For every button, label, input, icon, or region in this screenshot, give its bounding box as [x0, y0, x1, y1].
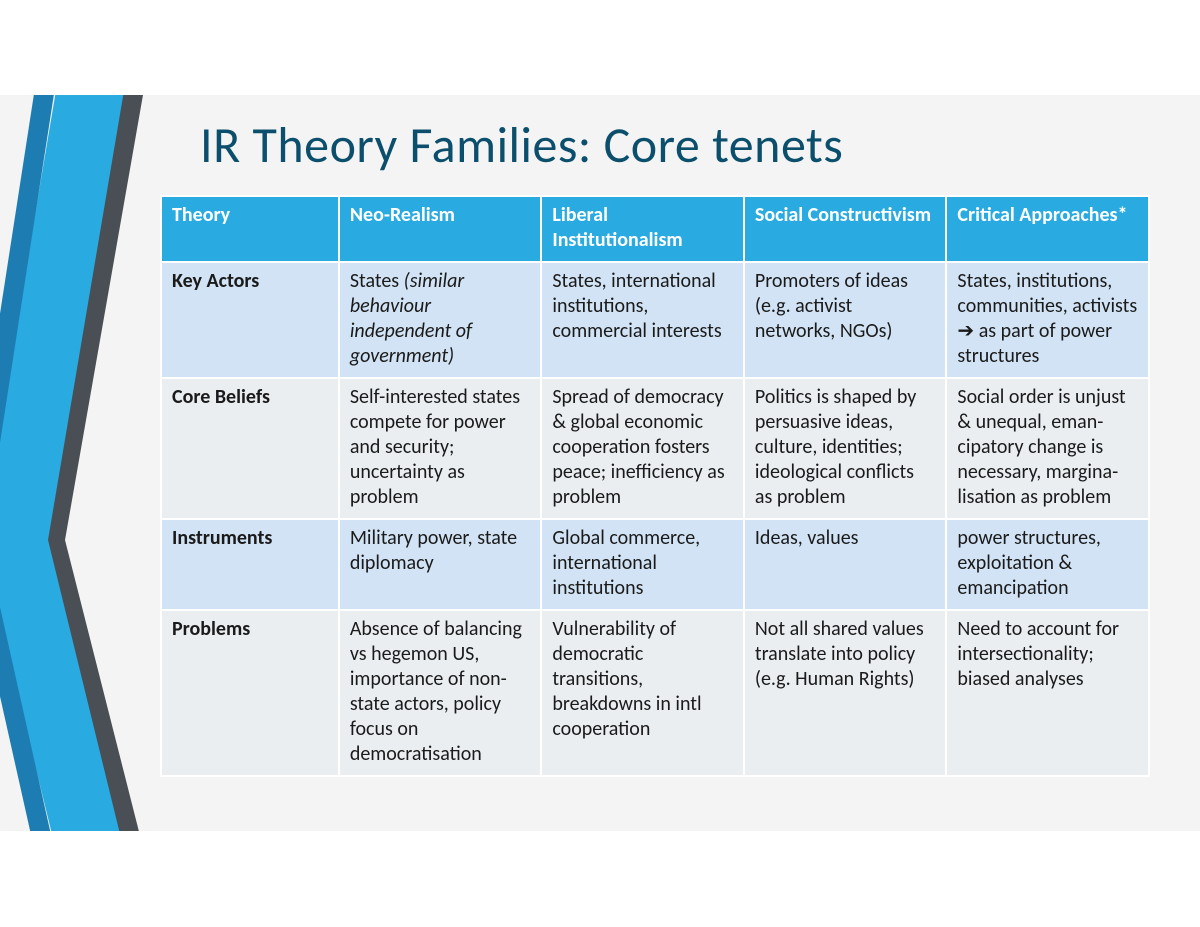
table-header-row: Theory Neo-Realism Liberal Institutional… — [161, 196, 1149, 262]
cell: Absence of balancing vs hegemon US, impo… — [339, 610, 542, 776]
cell: Military power, state diplomacy — [339, 519, 542, 610]
cell: States, international institutions, comm… — [541, 262, 744, 378]
col-header-neo-realism: Neo-Realism — [339, 196, 542, 262]
row-head-core-beliefs: Core Beliefs — [161, 378, 339, 519]
slide-title: IR Theory Families: Core tenets — [200, 115, 843, 176]
cell: Vulnerability of democratic transitions,… — [541, 610, 744, 776]
cell: Global commerce, international instituti… — [541, 519, 744, 610]
cell: Spread of democracy & global economic co… — [541, 378, 744, 519]
slide: IR Theory Families: Core tenets Theory N… — [0, 95, 1200, 831]
cell: Not all shared values translate into pol… — [744, 610, 947, 776]
cell: power structures, exploitation & emancip… — [946, 519, 1149, 610]
cell: Politics is shaped by persuasive ideas, … — [744, 378, 947, 519]
row-head-instruments: Instruments — [161, 519, 339, 610]
cell: Social order is unjust & unequal, eman-c… — [946, 378, 1149, 519]
col-header-social-constructivism: Social Constructivism — [744, 196, 947, 262]
table-row: Instruments Military power, state diplom… — [161, 519, 1149, 610]
cell: Need to account for intersectionality; b… — [946, 610, 1149, 776]
table-row: Core Beliefs Self-interested states comp… — [161, 378, 1149, 519]
page: IR Theory Families: Core tenets Theory N… — [0, 0, 1200, 927]
row-head-problems: Problems — [161, 610, 339, 776]
cell: Promoters of ideas (e.g. activist networ… — [744, 262, 947, 378]
table: Theory Neo-Realism Liberal Institutional… — [160, 195, 1150, 777]
theory-table: Theory Neo-Realism Liberal Institutional… — [160, 195, 1150, 777]
col-header-liberal-institutionalism: Liberal Institutionalism — [541, 196, 744, 262]
cell: Self-interested states compete for power… — [339, 378, 542, 519]
col-header-critical-approaches: Critical Approaches* — [946, 196, 1149, 262]
row-head-key-actors: Key Actors — [161, 262, 339, 378]
table-row: Problems Absence of balancing vs hegemon… — [161, 610, 1149, 776]
cell: States (similar behaviour independent of… — [339, 262, 542, 378]
cell: Ideas, values — [744, 519, 947, 610]
cell: States, institutions, communities, activ… — [946, 262, 1149, 378]
col-header-theory: Theory — [161, 196, 339, 262]
table-row: Key Actors States (similar behaviour ind… — [161, 262, 1149, 378]
